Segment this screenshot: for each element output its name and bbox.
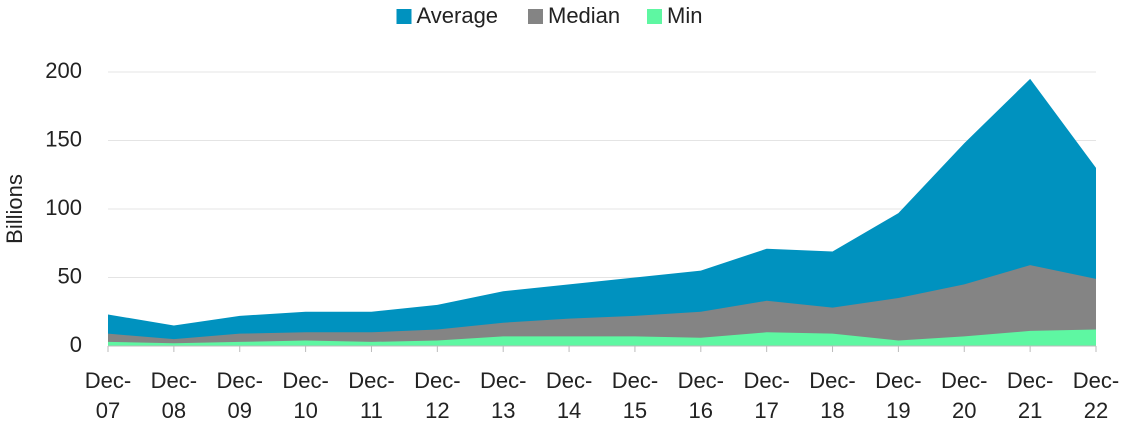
x-tick-label-part: 22 bbox=[1084, 398, 1108, 423]
y-axis-label: Billions bbox=[2, 174, 27, 244]
x-tick-label-part: Dec- bbox=[612, 368, 658, 393]
legend-swatch bbox=[647, 9, 662, 24]
x-tick-label-part: 15 bbox=[623, 398, 647, 423]
x-tick-label: Dec- 15 bbox=[612, 368, 658, 423]
area bbox=[108, 78, 1096, 346]
legend-label: Median bbox=[548, 3, 620, 28]
x-tick-label-part: 09 bbox=[227, 398, 251, 423]
x-tick-label-part: Dec- bbox=[348, 368, 394, 393]
y-tick-label: 150 bbox=[45, 126, 82, 151]
x-tick-label-part: Dec- bbox=[217, 368, 263, 393]
x-tick-label: Dec- 19 bbox=[875, 368, 921, 423]
x-tick-label-part: Dec- bbox=[1073, 368, 1119, 393]
x-tick-label: Dec- 11 bbox=[348, 368, 394, 423]
legend-swatch bbox=[396, 9, 412, 24]
legend-label: Min bbox=[667, 3, 702, 28]
x-tick-label: Dec- 21 bbox=[1007, 368, 1053, 423]
x-tick-label: Dec- 17 bbox=[743, 368, 789, 423]
x-tick-label-part: 17 bbox=[754, 398, 778, 423]
x-tick-label-part: 20 bbox=[952, 398, 976, 423]
x-tick-label-part: Dec- bbox=[151, 368, 197, 393]
x-tick-label: Dec- 08 bbox=[151, 368, 197, 423]
x-tick-label-part: 14 bbox=[557, 398, 581, 423]
x-tick-label: Dec- 13 bbox=[480, 368, 526, 423]
x-tick-label-part: Dec- bbox=[941, 368, 987, 393]
x-tick-label-part: 19 bbox=[886, 398, 910, 423]
x-tick-label: Dec- 12 bbox=[414, 368, 460, 423]
x-tick-label-part: 21 bbox=[1018, 398, 1042, 423]
y-tick-label: 200 bbox=[45, 58, 82, 83]
x-tick-label-part: Dec- bbox=[809, 368, 855, 393]
x-tick-label-part: 11 bbox=[360, 398, 383, 423]
y-tick-label: 50 bbox=[58, 263, 82, 288]
x-tick-label-part: 08 bbox=[162, 398, 186, 423]
x-tick-label: Dec- 18 bbox=[809, 368, 855, 423]
x-tick-label: Dec- 10 bbox=[282, 368, 328, 423]
legend-swatch bbox=[528, 9, 543, 24]
x-tick-label-part: Dec- bbox=[85, 368, 131, 393]
x-tick-label: Dec- 16 bbox=[678, 368, 724, 423]
x-tick-label: Dec- 22 bbox=[1073, 368, 1119, 423]
x-tick-label-part: Dec- bbox=[678, 368, 724, 393]
x-tick-label-part: 18 bbox=[820, 398, 844, 423]
x-tick-label: Dec- 09 bbox=[217, 368, 263, 423]
x-tick-label-part: 13 bbox=[491, 398, 515, 423]
x-tick-label: Dec- 20 bbox=[941, 368, 987, 423]
area bbox=[108, 265, 1096, 346]
y-tick-label: 0 bbox=[70, 332, 82, 357]
x-tick-label-part: 07 bbox=[96, 398, 120, 423]
x-tick-label: Dec- 07 bbox=[85, 368, 131, 423]
area bbox=[108, 329, 1096, 346]
x-tick-label-part: Dec- bbox=[480, 368, 526, 393]
x-tick-label-part: Dec- bbox=[546, 368, 592, 393]
x-tick-label: Dec- 14 bbox=[546, 368, 592, 423]
x-tick-label-part: 10 bbox=[293, 398, 317, 423]
x-tick-label-part: Dec- bbox=[1007, 368, 1053, 393]
legend-label: Average bbox=[417, 3, 499, 28]
x-tick-label-part: Dec- bbox=[743, 368, 789, 393]
y-tick-label: 100 bbox=[45, 195, 82, 220]
x-tick-label-part: Dec- bbox=[875, 368, 921, 393]
x-tick-label-part: Dec- bbox=[282, 368, 328, 393]
x-tick-label-part: 12 bbox=[425, 398, 449, 423]
x-tick-label-part: Dec- bbox=[414, 368, 460, 393]
x-tick-label-part: 16 bbox=[689, 398, 713, 423]
